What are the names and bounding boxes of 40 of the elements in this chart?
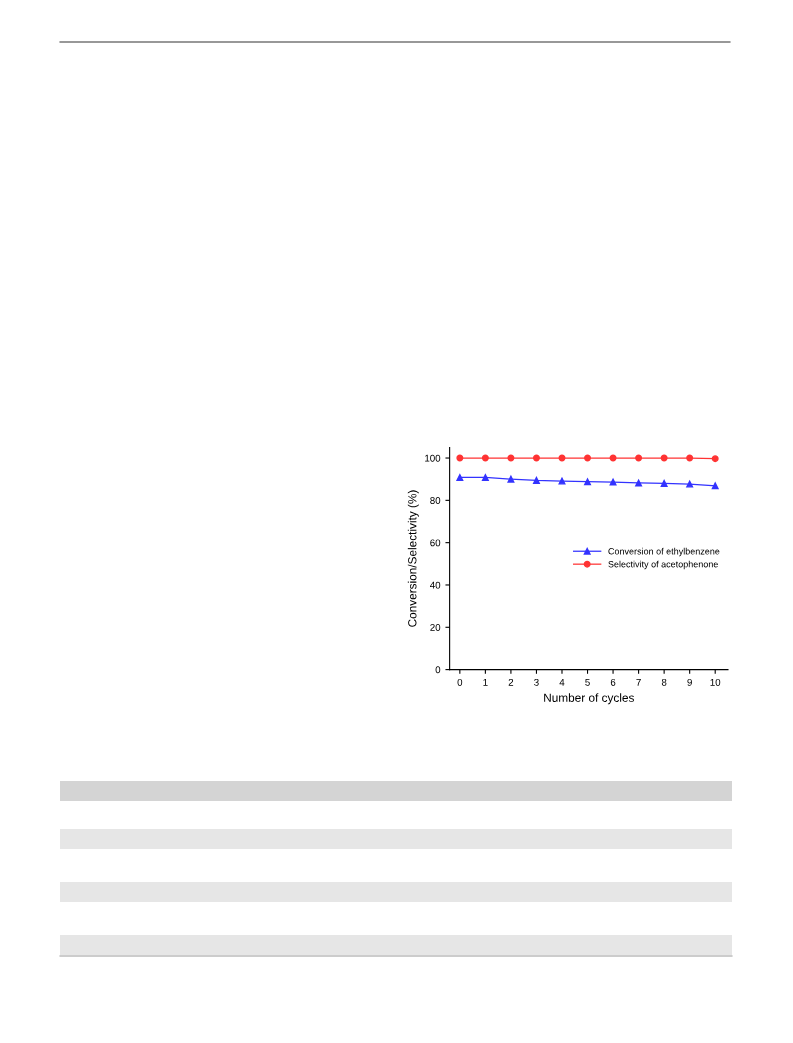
point [711, 482, 719, 490]
point [481, 474, 489, 481]
x-tick-label: 1 [483, 678, 488, 686]
y-axis-title: Conversion/Selectivity (%) [407, 490, 419, 627]
point [609, 478, 617, 486]
point [660, 454, 668, 462]
x-tick-label: 8 [661, 678, 667, 686]
legend-label: Selectivity of acetophenone [608, 560, 718, 570]
point [635, 454, 643, 462]
x-tick-label: 6 [610, 678, 616, 686]
point [507, 475, 515, 483]
x-tick-label: 9 [687, 678, 692, 686]
point [456, 454, 464, 462]
point [584, 454, 591, 462]
point [686, 454, 694, 462]
x-tick-label: 10 [710, 678, 721, 686]
point [660, 479, 668, 487]
point [481, 454, 489, 462]
y-tick-label: 100 [425, 454, 441, 462]
point [507, 454, 515, 462]
point [558, 477, 566, 485]
x-tick-label: 4 [559, 678, 565, 686]
y-tick-label: 20 [430, 624, 441, 631]
x-tick-label: 2 [508, 678, 514, 686]
point [456, 474, 464, 481]
point [711, 455, 719, 463]
y-tick-label: 80 [430, 497, 441, 504]
x-tick-label: 5 [585, 678, 590, 686]
x-tick-label: 0 [457, 678, 463, 686]
x-tick-label: 3 [534, 678, 539, 686]
point [686, 480, 694, 488]
point [532, 454, 540, 462]
y-tick-label: 40 [430, 581, 441, 589]
point [584, 478, 591, 486]
x-axis-title: Number of cycles [544, 693, 634, 705]
x-tick-label: 7 [636, 678, 641, 686]
legend-label: Conversion of ethylbenzene [608, 547, 720, 557]
point [532, 476, 540, 484]
y-tick-label: 0 [435, 666, 441, 674]
y-tick-label: 60 [430, 539, 441, 547]
